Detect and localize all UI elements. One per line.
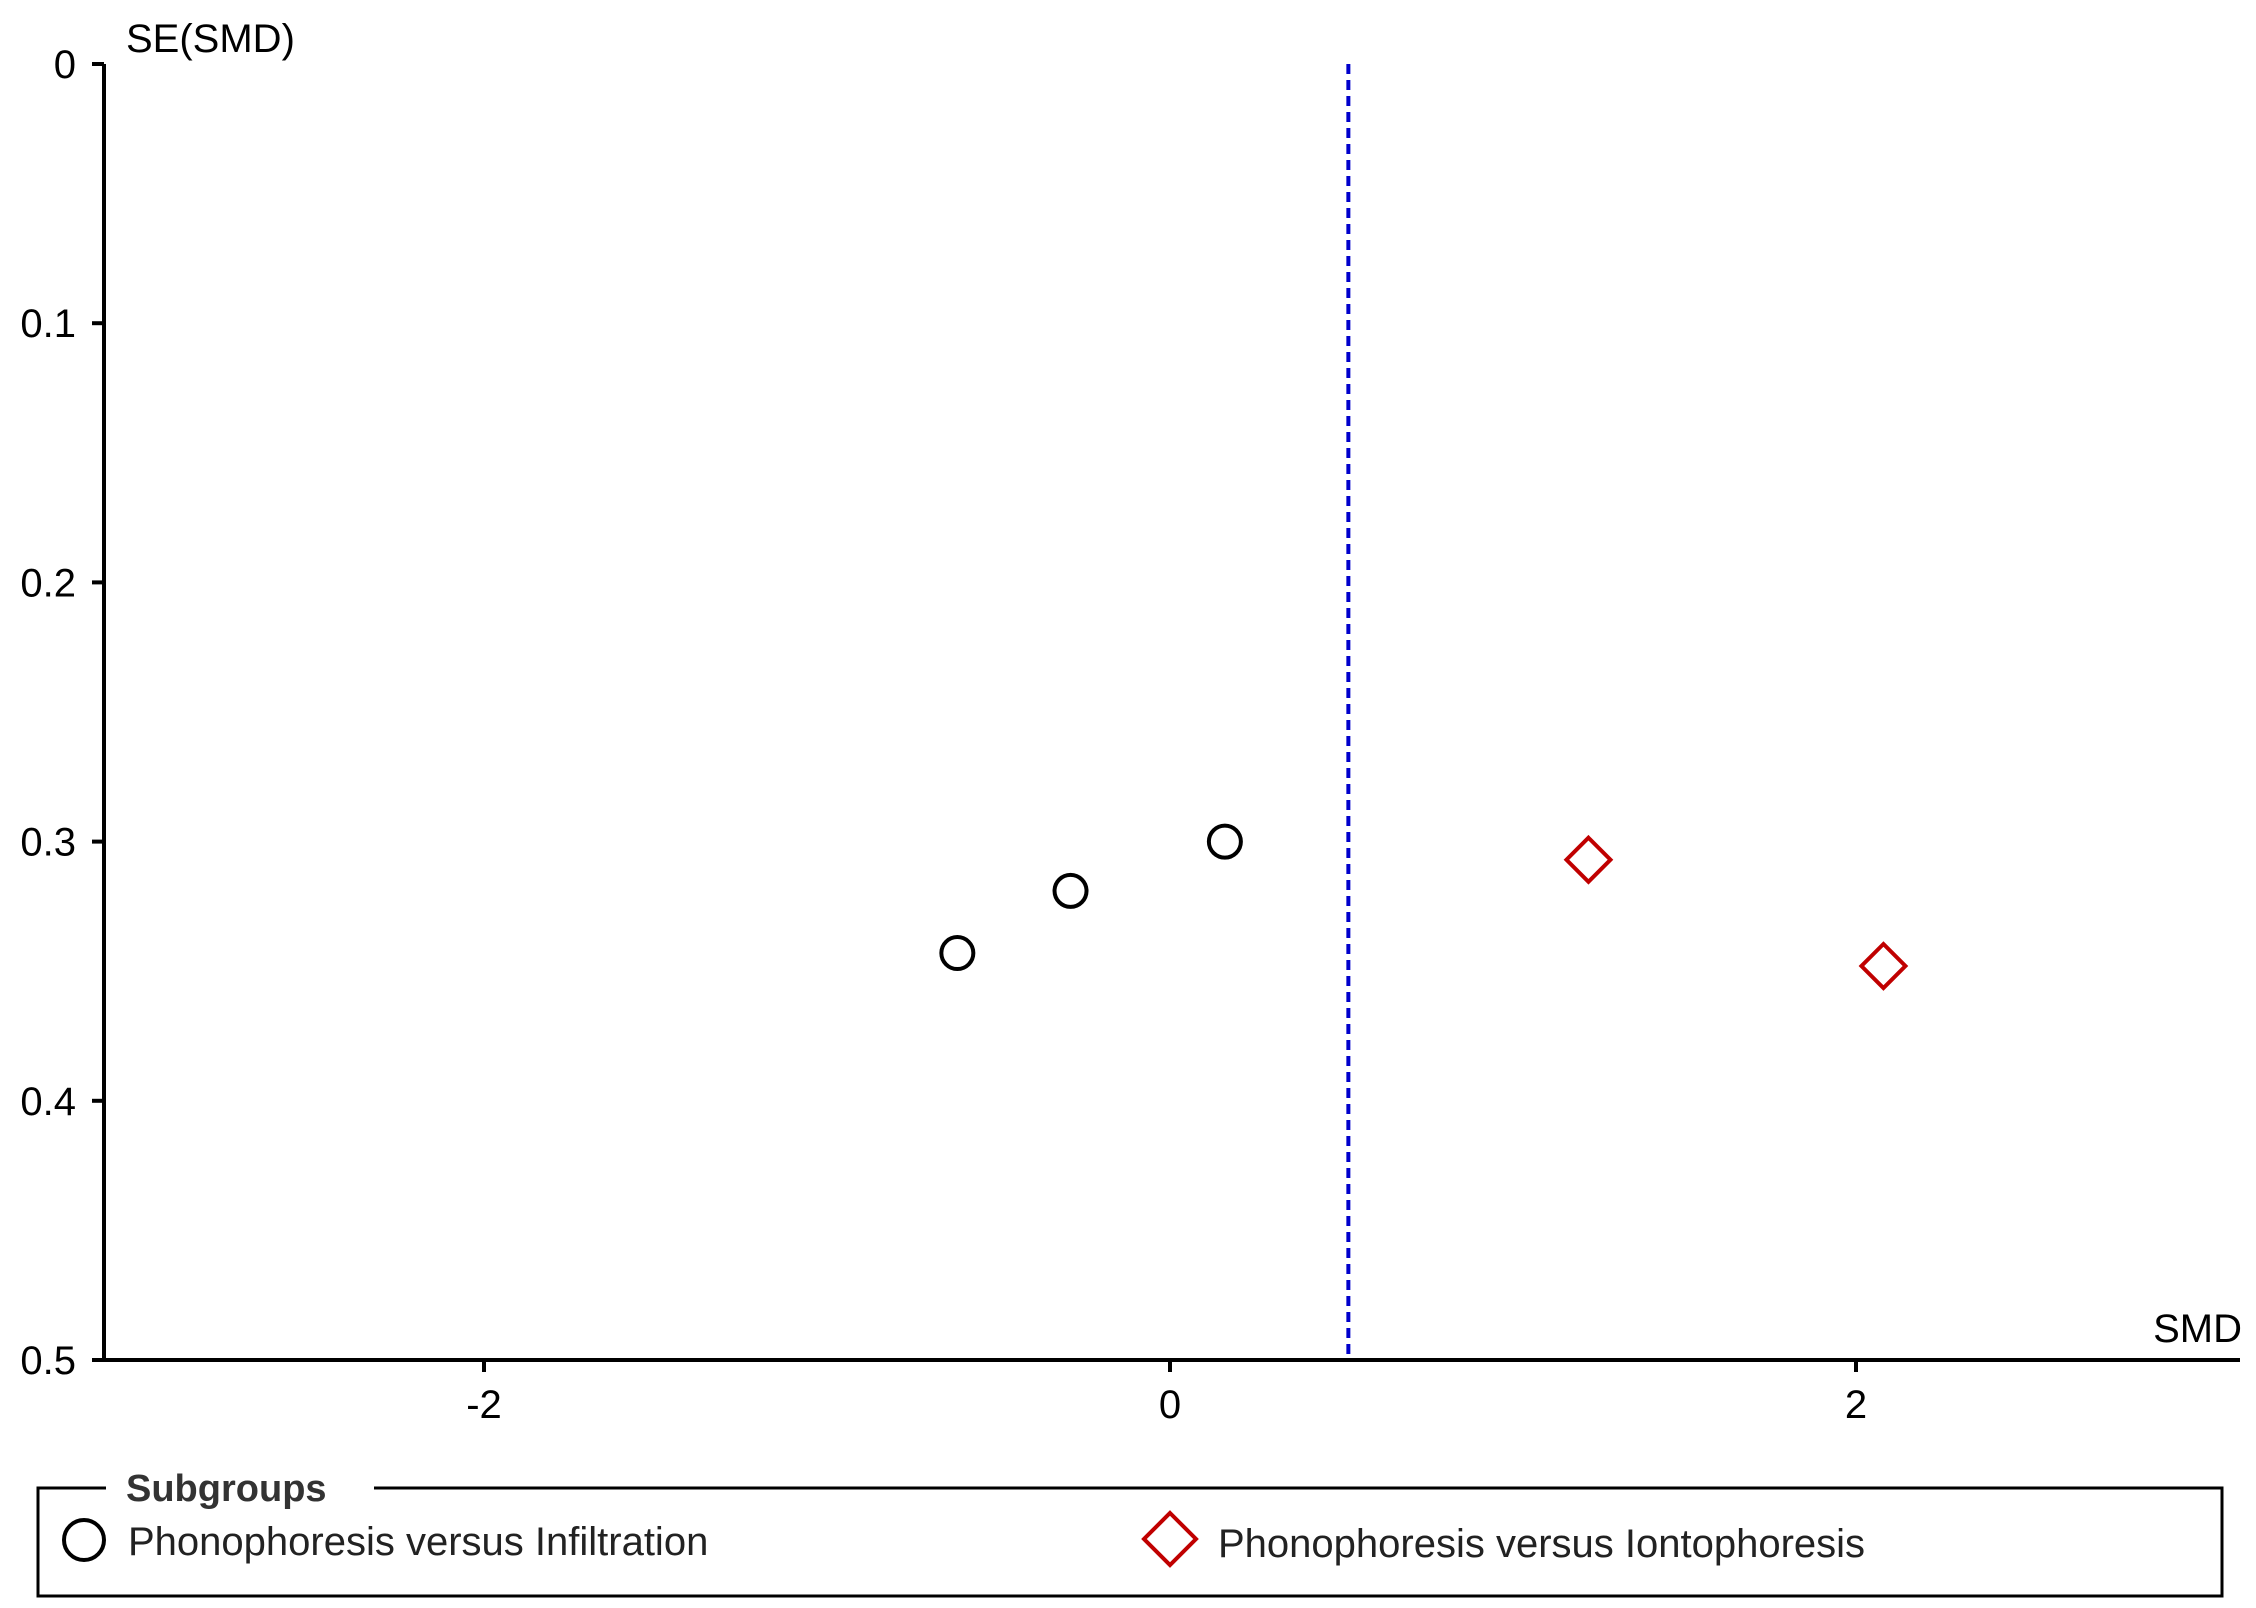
data-point-circle: [939, 935, 976, 972]
data-point-diamond: [1563, 834, 1614, 885]
y-tick-label: 0.5: [20, 1339, 76, 1383]
y-axis-ticks: 0 0.1 0.2 0.3 0.4 0.5: [20, 43, 104, 1383]
y-tick-label: 0.2: [20, 561, 76, 605]
x-tick-label: 2: [1845, 1383, 1867, 1427]
plot-area: 00.10.20.30.40.5 -4-2024 SE(SMD) SMD: [20, 17, 2242, 1427]
legend-label-infiltration: Phonophoresis versus Infiltration: [128, 1520, 708, 1564]
x-tick-label: 0: [1159, 1383, 1181, 1427]
data-points: [939, 823, 1909, 991]
y-tick-label: 0.4: [20, 1080, 76, 1124]
y-axis-title: SE(SMD): [126, 17, 295, 61]
y-tick-label: 0: [54, 43, 76, 87]
data-point-diamond: [1858, 941, 1909, 991]
legend: Subgroups Phonophoresis versus Infiltrat…: [36, 1468, 2224, 1598]
data-point-circle: [1052, 872, 1089, 909]
legend-title: Subgroups: [126, 1468, 327, 1510]
legend-label-iontophoresis: Phonophoresis versus Iontophoresis: [1218, 1522, 1865, 1566]
legend-diamond-marker: [1141, 1510, 1199, 1568]
x-tick-label: -2: [466, 1383, 502, 1427]
y-tick-label: 0.1: [20, 302, 76, 346]
legend-circle-marker: [62, 1518, 106, 1562]
x-axis-title: SMD: [2153, 1307, 2242, 1351]
legend-frame: [36, 1486, 2224, 1598]
x-axis-ticks: -4-2024: [466, 1360, 1867, 1427]
y-tick-label: 0.3: [20, 821, 76, 865]
data-point-circle: [1206, 823, 1243, 860]
